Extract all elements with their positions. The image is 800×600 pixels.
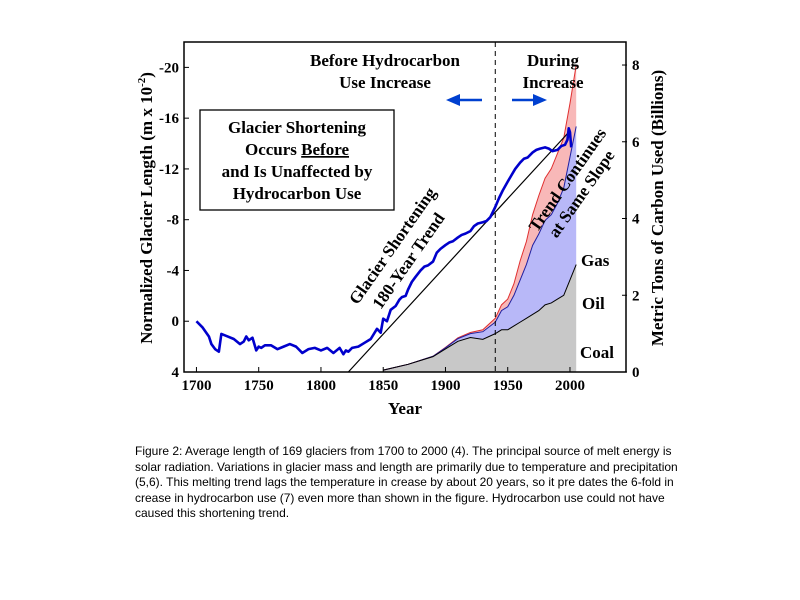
gas-label: Gas bbox=[581, 251, 610, 270]
plot-frame bbox=[183, 41, 627, 373]
left-tick-label: 0 bbox=[172, 314, 180, 330]
oil-label: Oil bbox=[582, 294, 605, 313]
figure-caption: Figure 2: Average length of 169 glaciers… bbox=[135, 444, 678, 520]
during-label-line2: Increase bbox=[522, 73, 584, 92]
x-tick-label: 1800 bbox=[306, 378, 336, 394]
statement-box: Glacier Shortening Occurs Before and Is … bbox=[199, 109, 395, 211]
oil-area bbox=[383, 126, 577, 371]
x-tick-label: 1850 bbox=[368, 378, 398, 394]
right-tick-label: 6 bbox=[632, 135, 640, 151]
statement-line2: Occurs Before bbox=[245, 140, 349, 159]
coal-line bbox=[383, 264, 577, 371]
gas-area bbox=[383, 65, 577, 371]
x-tick-label: 1950 bbox=[493, 378, 523, 394]
statement-line1: Glacier Shortening bbox=[228, 118, 367, 137]
right-tick-label: 8 bbox=[632, 58, 640, 74]
before-label-line1: Before Hydrocarbon bbox=[310, 51, 461, 70]
left-tick-label: -4 bbox=[167, 263, 180, 279]
x-tick-label: 1700 bbox=[181, 378, 211, 394]
right-tick-label: 0 bbox=[632, 365, 640, 381]
left-arrow bbox=[446, 94, 482, 106]
coal-label: Coal bbox=[580, 343, 614, 362]
statement-before-word: Before bbox=[301, 140, 349, 159]
left-tick-label: 4 bbox=[172, 365, 180, 381]
during-label-line1: During bbox=[527, 51, 579, 70]
before-label-line2: Use Increase bbox=[339, 73, 431, 92]
x-tick-label: 1900 bbox=[430, 378, 460, 394]
right-axis-label: Metric Tons of Carbon Used (Billions) bbox=[648, 70, 667, 346]
left-tick-label: -20 bbox=[159, 60, 179, 76]
right-tick-label: 4 bbox=[632, 212, 640, 228]
statement-line3: and Is Unaffected by bbox=[222, 162, 373, 181]
glacier-length-line bbox=[195, 127, 573, 356]
right-arrow bbox=[512, 94, 547, 106]
x-axis-label: Year bbox=[388, 399, 422, 418]
statement-line4: Hydrocarbon Use bbox=[233, 184, 362, 203]
left-axis-label: Normalized Glacier Length (m x 10-2) bbox=[136, 72, 156, 344]
right-axis-ticks: 8 6 4 2 0 bbox=[622, 58, 640, 381]
x-tick-label: 2000 bbox=[555, 378, 585, 394]
right-tick-label: 2 bbox=[632, 288, 640, 304]
left-axis-ticks: -20 -16 -12 -8 -4 0 4 bbox=[159, 60, 189, 381]
left-tick-label: -16 bbox=[159, 111, 179, 127]
left-tick-label: -12 bbox=[159, 162, 179, 178]
coal-area bbox=[383, 264, 577, 372]
left-axis-label-exponent: -2 bbox=[136, 77, 148, 87]
x-tick-label: 1750 bbox=[244, 378, 274, 394]
x-axis-ticks: 1700 1750 1800 1850 1900 1950 2000 bbox=[181, 367, 585, 394]
oil-line bbox=[383, 126, 577, 371]
left-tick-label: -8 bbox=[167, 213, 180, 229]
hydrocarbon-areas bbox=[383, 64, 577, 372]
trend-line bbox=[347, 130, 571, 373]
